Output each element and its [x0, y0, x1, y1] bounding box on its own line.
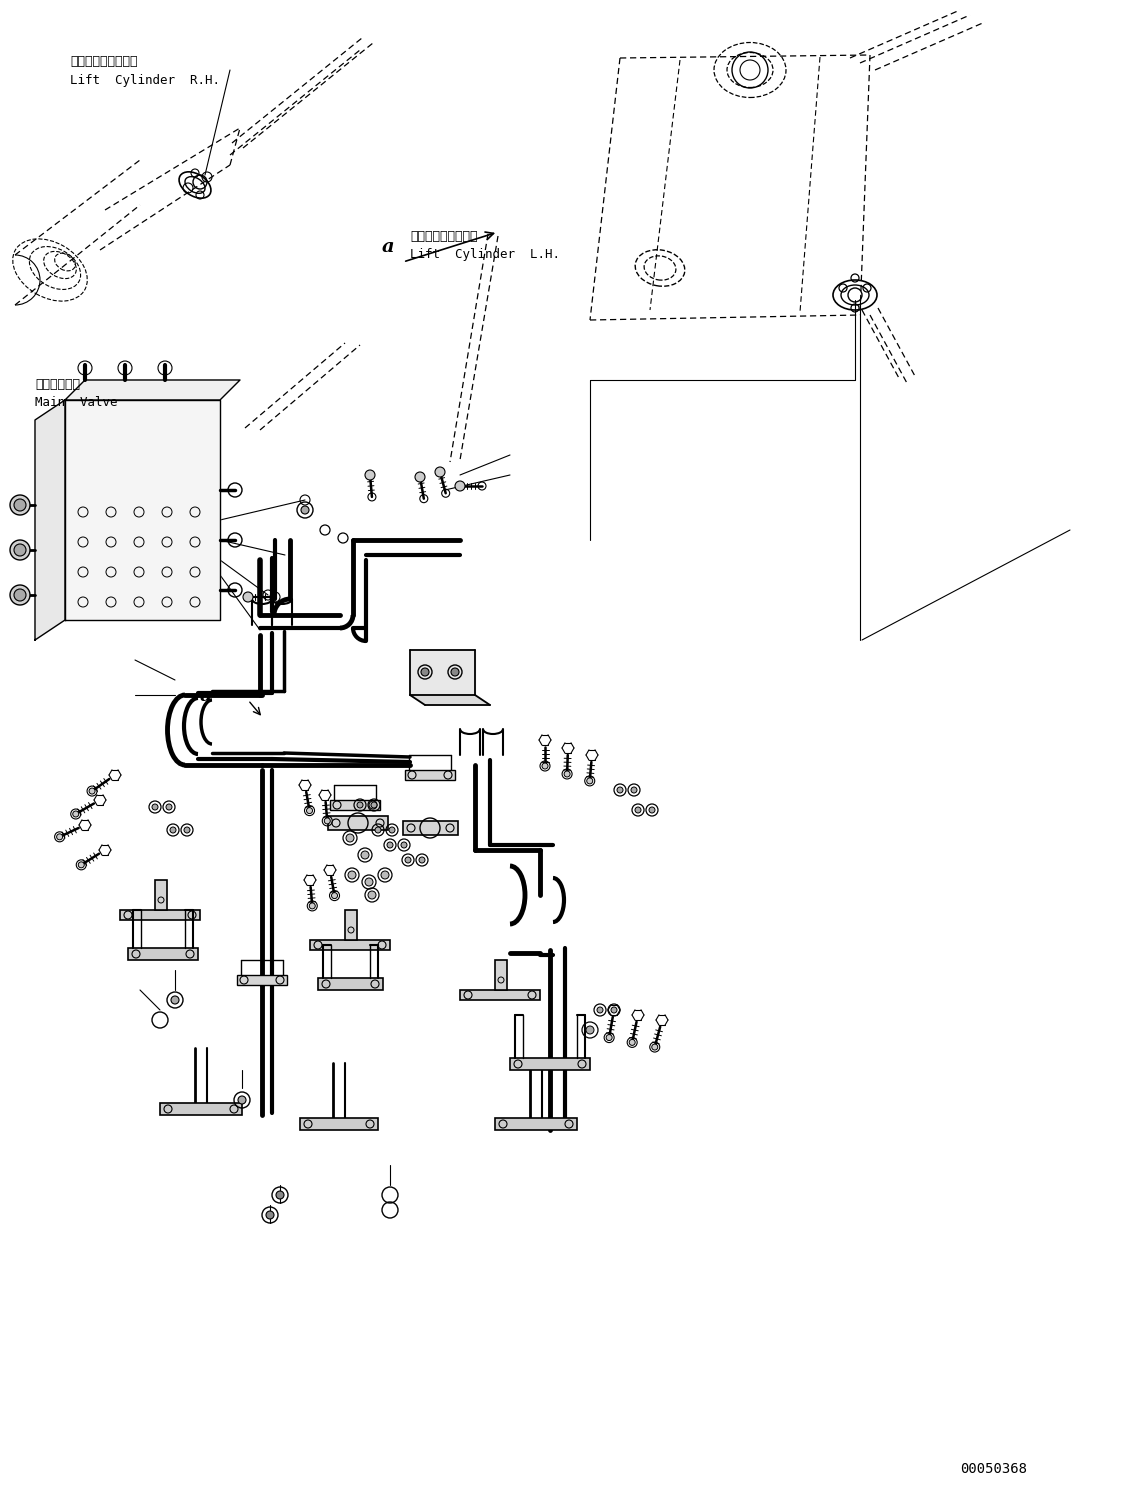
Circle shape — [365, 470, 375, 480]
Polygon shape — [410, 695, 490, 705]
Bar — [128, 948, 198, 960]
Circle shape — [371, 802, 377, 808]
Circle shape — [636, 807, 641, 813]
Circle shape — [368, 892, 376, 899]
Text: Lift  Cylinder  R.H.: Lift Cylinder R.H. — [70, 75, 219, 86]
Text: リフトシリンダ　左: リフトシリンダ 左 — [410, 230, 478, 243]
Text: 00050368: 00050368 — [960, 1463, 1028, 1476]
Bar — [510, 1059, 590, 1071]
Circle shape — [631, 787, 637, 793]
Circle shape — [381, 871, 389, 880]
Circle shape — [238, 1096, 246, 1103]
Circle shape — [401, 842, 407, 848]
Polygon shape — [410, 650, 475, 695]
Bar — [299, 1118, 378, 1130]
Circle shape — [451, 668, 459, 675]
Bar — [160, 1103, 242, 1115]
Circle shape — [346, 833, 354, 842]
Circle shape — [10, 495, 30, 514]
Circle shape — [306, 808, 312, 814]
Circle shape — [597, 1006, 604, 1012]
Text: Main  Valve: Main Valve — [35, 397, 118, 409]
Circle shape — [347, 871, 355, 880]
Circle shape — [10, 584, 30, 605]
Circle shape — [375, 828, 381, 833]
Circle shape — [57, 833, 63, 839]
Circle shape — [435, 467, 445, 477]
Circle shape — [14, 499, 26, 511]
Circle shape — [152, 804, 158, 810]
Bar — [345, 910, 357, 939]
Circle shape — [275, 1191, 283, 1199]
Circle shape — [649, 807, 655, 813]
Polygon shape — [35, 400, 65, 640]
Bar — [237, 975, 287, 986]
Circle shape — [419, 857, 425, 863]
Circle shape — [629, 1039, 636, 1045]
Circle shape — [325, 819, 330, 825]
Circle shape — [301, 505, 309, 514]
Text: a: a — [200, 687, 213, 705]
Circle shape — [331, 893, 337, 899]
Circle shape — [170, 828, 176, 833]
Bar — [405, 769, 455, 780]
Circle shape — [184, 828, 190, 833]
Circle shape — [606, 1035, 613, 1041]
Bar — [330, 801, 379, 810]
Circle shape — [14, 544, 26, 556]
Circle shape — [73, 811, 79, 817]
Circle shape — [586, 778, 593, 784]
Circle shape — [78, 862, 85, 868]
Text: a: a — [382, 239, 394, 256]
Polygon shape — [65, 380, 240, 400]
Circle shape — [357, 802, 363, 808]
Circle shape — [586, 1026, 594, 1033]
Circle shape — [415, 473, 425, 482]
Text: メインバルブ: メインバルブ — [35, 379, 80, 391]
Bar — [459, 990, 539, 1000]
Text: リフトシリンダ　右: リフトシリンダ 右 — [70, 55, 137, 69]
Circle shape — [542, 763, 547, 769]
Bar — [495, 960, 507, 990]
Circle shape — [455, 482, 465, 491]
Polygon shape — [65, 400, 219, 620]
Circle shape — [243, 592, 253, 602]
Circle shape — [405, 857, 411, 863]
Circle shape — [89, 789, 95, 795]
Circle shape — [652, 1044, 657, 1050]
Bar — [403, 822, 458, 835]
Circle shape — [10, 540, 30, 561]
Circle shape — [421, 668, 429, 675]
Bar — [310, 939, 390, 950]
Text: Lift  Cylinder  L.H.: Lift Cylinder L.H. — [410, 248, 560, 261]
Bar — [495, 1118, 577, 1130]
Circle shape — [612, 1006, 617, 1012]
Circle shape — [389, 828, 395, 833]
Bar — [120, 910, 200, 920]
Circle shape — [266, 1211, 274, 1220]
Bar — [318, 978, 383, 990]
Circle shape — [387, 842, 393, 848]
Bar — [328, 816, 387, 830]
Circle shape — [166, 804, 171, 810]
Bar — [155, 880, 167, 910]
Circle shape — [14, 589, 26, 601]
Circle shape — [565, 771, 570, 777]
Circle shape — [171, 996, 179, 1003]
Circle shape — [361, 851, 369, 859]
Circle shape — [365, 878, 373, 886]
Circle shape — [617, 787, 623, 793]
Circle shape — [310, 904, 315, 910]
